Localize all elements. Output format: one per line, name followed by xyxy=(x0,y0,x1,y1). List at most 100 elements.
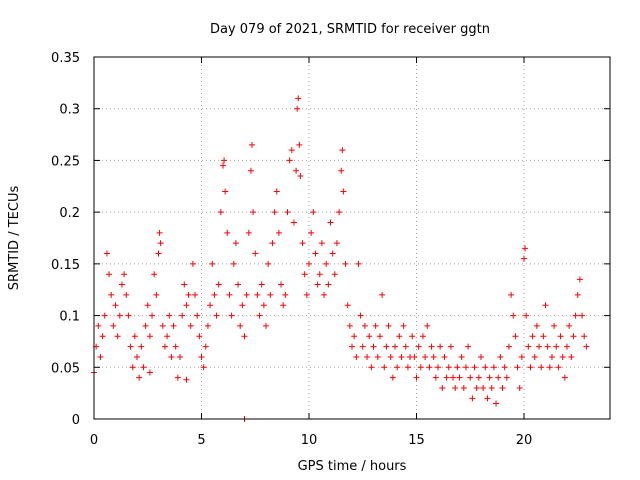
data-point xyxy=(437,343,444,350)
data-point xyxy=(174,374,181,381)
data-point xyxy=(480,384,487,391)
data-point xyxy=(136,374,143,381)
data-point xyxy=(469,395,476,402)
data-point xyxy=(495,374,502,381)
data-point xyxy=(301,271,308,278)
data-point xyxy=(497,353,504,360)
data-point xyxy=(435,364,441,371)
data-point xyxy=(353,353,360,360)
x-tick-label: 0 xyxy=(90,433,98,448)
data-point xyxy=(454,364,461,371)
data-point xyxy=(249,141,256,148)
data-point xyxy=(490,364,497,371)
data-point xyxy=(432,374,439,381)
data-point xyxy=(129,364,136,371)
y-tick-label: 0.05 xyxy=(51,361,80,376)
data-point xyxy=(310,209,317,216)
data-point xyxy=(284,209,291,216)
data-point xyxy=(260,302,267,309)
data-point xyxy=(419,333,426,340)
data-point xyxy=(336,209,343,216)
data-point xyxy=(265,260,272,267)
data-point xyxy=(103,250,110,257)
data-point xyxy=(295,95,302,102)
data-point xyxy=(121,271,128,278)
data-point xyxy=(221,157,228,164)
data-point xyxy=(273,188,280,195)
data-point xyxy=(546,364,553,371)
data-point xyxy=(510,312,517,319)
data-point xyxy=(349,343,355,350)
data-point xyxy=(452,384,459,391)
data-point xyxy=(370,343,377,350)
data-point xyxy=(157,240,164,247)
data-point xyxy=(553,343,560,350)
data-point xyxy=(146,333,153,340)
data-point xyxy=(443,374,450,381)
data-point xyxy=(460,384,467,391)
data-point xyxy=(245,229,252,236)
data-point xyxy=(445,364,452,371)
data-point xyxy=(202,343,209,350)
data-point xyxy=(243,291,250,298)
data-point xyxy=(533,322,540,329)
data-point xyxy=(138,343,145,350)
data-point xyxy=(404,364,411,371)
data-point xyxy=(252,250,259,257)
data-point xyxy=(179,312,186,319)
data-point xyxy=(181,281,188,288)
y-tick-label: 0.35 xyxy=(51,51,80,66)
data-point xyxy=(462,364,469,371)
data-point xyxy=(525,343,532,350)
data-point xyxy=(482,364,489,371)
data-point xyxy=(503,374,510,381)
data-point xyxy=(351,333,358,340)
data-point xyxy=(366,333,373,340)
data-point xyxy=(296,141,303,148)
data-point xyxy=(106,271,113,278)
data-point xyxy=(290,219,297,226)
data-point xyxy=(237,322,244,329)
data-point xyxy=(142,322,149,329)
data-point xyxy=(312,250,319,257)
data-point xyxy=(149,312,156,319)
data-point xyxy=(97,353,104,360)
data-point xyxy=(140,364,147,371)
data-point xyxy=(189,260,196,267)
data-point xyxy=(303,291,310,298)
data-point xyxy=(196,333,203,340)
data-point xyxy=(555,364,562,371)
data-point xyxy=(146,369,153,376)
axis-ticks xyxy=(93,56,610,420)
data-point xyxy=(339,147,346,154)
y-tick-label: 0.3 xyxy=(59,103,80,118)
data-point xyxy=(581,333,588,340)
data-point xyxy=(101,312,108,319)
data-points xyxy=(91,95,590,422)
data-point xyxy=(568,353,575,360)
data-point xyxy=(529,333,536,340)
y-axis-label: SRMTID / TECUs xyxy=(7,186,22,291)
data-point xyxy=(342,260,349,267)
data-point xyxy=(116,312,123,319)
data-point xyxy=(501,364,508,371)
data-point xyxy=(118,281,125,288)
data-point xyxy=(409,333,416,340)
data-point xyxy=(308,229,315,236)
data-point xyxy=(381,364,388,371)
data-point xyxy=(544,343,551,350)
data-point xyxy=(521,255,527,262)
data-point xyxy=(200,364,207,371)
data-point xyxy=(456,374,463,381)
data-point xyxy=(183,302,190,309)
data-point xyxy=(209,260,216,267)
data-point xyxy=(561,374,568,381)
data-point xyxy=(400,322,407,329)
data-point xyxy=(411,353,418,360)
data-point xyxy=(486,374,493,381)
data-point xyxy=(522,245,529,252)
y-tick-label: 0.2 xyxy=(59,206,80,221)
data-point xyxy=(493,400,500,407)
data-point xyxy=(278,281,285,288)
data-point xyxy=(392,343,398,350)
